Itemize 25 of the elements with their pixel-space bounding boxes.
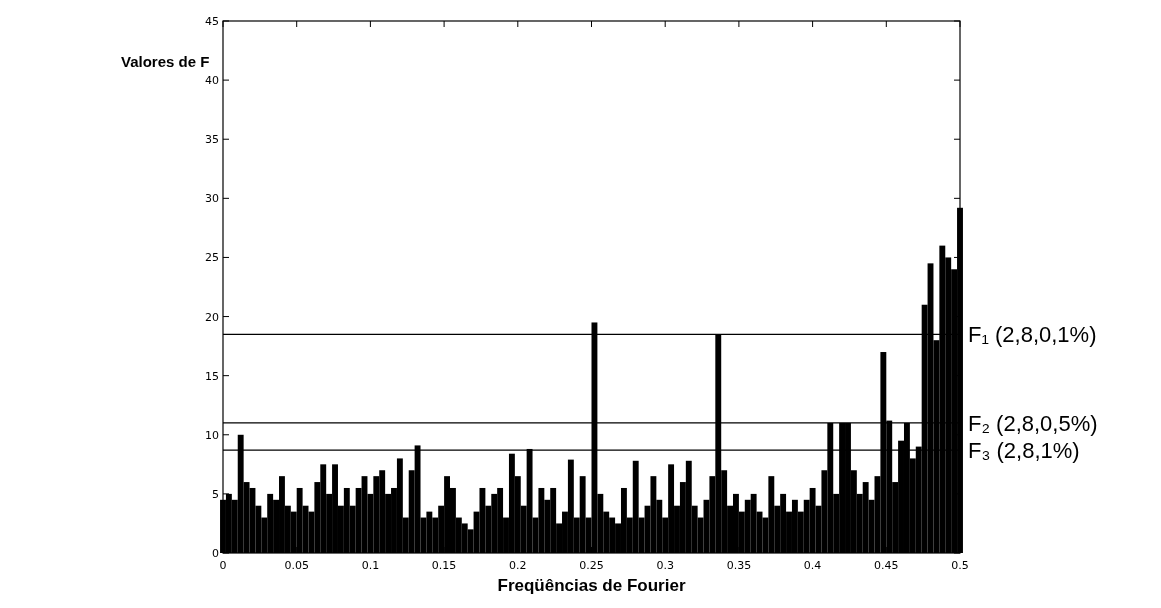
y-tick-label: 5 xyxy=(212,487,219,501)
y-tick-label: 20 xyxy=(205,310,219,324)
y-tick-label: 10 xyxy=(205,428,219,442)
x-axis-title: Freqüências de Fourier xyxy=(497,576,686,595)
x-tick-label: 0.45 xyxy=(874,559,899,572)
x-tick-label: 0.2 xyxy=(509,559,527,572)
y-tick-label: 25 xyxy=(205,251,219,265)
x-tick-label: 0.35 xyxy=(726,559,752,572)
x-tick-label: 0.25 xyxy=(579,559,604,572)
ref-line-label: F₁ (2,8,0,1%) xyxy=(968,322,1097,348)
x-tick-label: 0.4 xyxy=(803,559,822,572)
y-tick-label: 40 xyxy=(205,74,219,88)
ref-line-label: F₃ (2,8,1%) xyxy=(968,438,1080,464)
x-tick-label: 0.3 xyxy=(656,559,674,572)
y-tick-label: 30 xyxy=(205,192,219,206)
y-axis-title: Valores de F xyxy=(121,53,210,70)
y-tick-label: 15 xyxy=(205,369,219,383)
x-tick-label: 0.05 xyxy=(284,559,309,572)
y-tick-label: 45 xyxy=(205,15,219,28)
x-tick-label: 0.15 xyxy=(431,559,457,572)
y-tick-label: 0 xyxy=(212,547,219,560)
y-tick-label: 35 xyxy=(205,133,219,147)
x-tick-label: 0.5 xyxy=(951,559,969,572)
ref-line-label: F₂ (2,8,0,5%) xyxy=(968,410,1098,436)
x-tick-label: 0.1 xyxy=(361,559,380,572)
